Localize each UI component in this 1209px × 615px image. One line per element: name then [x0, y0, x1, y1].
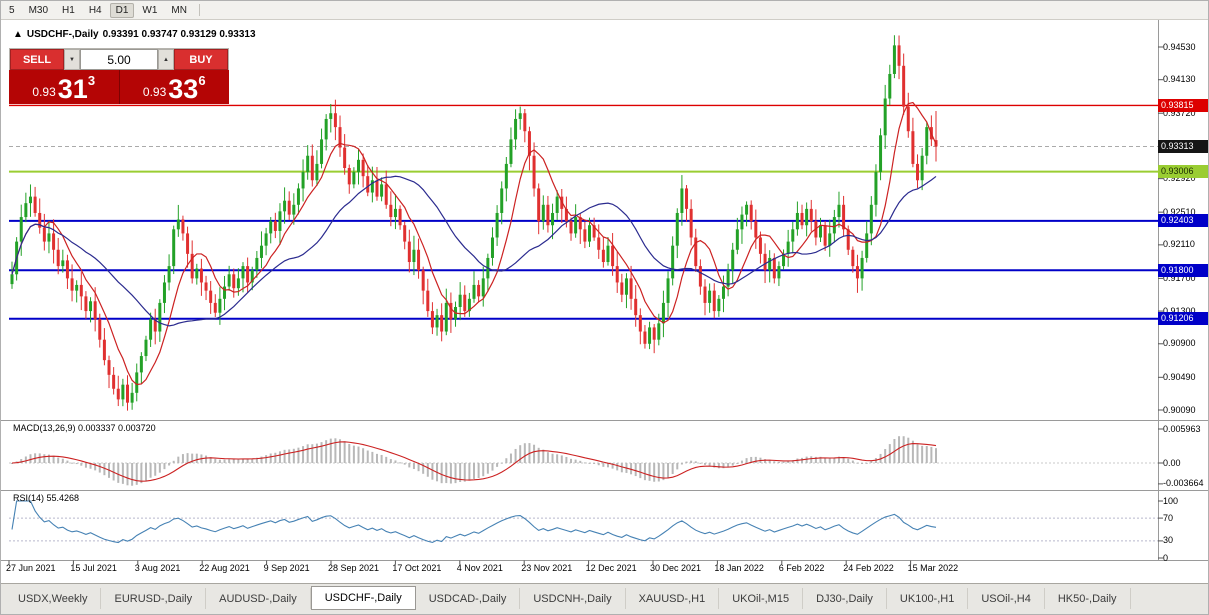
moving-averages-layer	[11, 101, 937, 386]
sell-price-main: 31	[57, 74, 88, 104]
chart-title: ▲ USDCHF-,Daily 0.93391 0.93747 0.93129 0.…	[13, 29, 260, 40]
timeframe-button-h1[interactable]: H1	[62, 4, 75, 16]
chart-symbol-label: USDCHF-,Daily	[26, 29, 99, 40]
volume-decrease-button[interactable]: ▼	[64, 49, 80, 70]
macd-axis-label: 0.00	[1163, 457, 1181, 468]
price-axis-label: 0.91700	[1163, 272, 1196, 283]
toolbar-separator	[198, 4, 200, 16]
sell-button[interactable]: SELL	[10, 49, 64, 70]
timeframe-button-d1[interactable]: D1	[109, 2, 135, 18]
tab-ukoil-m15[interactable]: UKOil-,M15	[719, 588, 804, 609]
timeframe-button-mn[interactable]: MN	[171, 4, 187, 16]
buy-button[interactable]: BUY	[174, 49, 228, 70]
buy-price-prefix: 0.93	[142, 85, 167, 99]
date-axis-label: 6 Feb 2022	[778, 563, 825, 573]
price-axis-label: 0.92110	[1163, 239, 1195, 250]
date-axis-label: 17 Oct 2021	[392, 563, 442, 573]
rsi-axis-label: 30	[1163, 535, 1174, 546]
rsi-indicator-label: RSI(14) 55.4268	[13, 493, 80, 503]
price-axis-badge-blue: 0.91206	[1158, 312, 1208, 326]
support-resistance-lines	[9, 104, 1158, 320]
timeframe-button-h4[interactable]: H4	[88, 4, 102, 16]
price-axis-label: 0.94530	[1163, 41, 1196, 52]
chart-ohlc-values: 0.93391 0.93747 0.93129 0.93313	[102, 29, 256, 40]
price-axis-label: 0.90900	[1163, 338, 1196, 349]
tab-usdcnh-daily[interactable]: USDCNH-,Daily	[520, 588, 626, 609]
chart-collapse-icon[interactable]: ▲	[13, 29, 23, 40]
rsi-axis-label: 0	[1163, 552, 1169, 563]
date-axis-label: 18 Jan 2022	[714, 563, 764, 573]
buy-price-main: 33	[168, 74, 199, 104]
date-axis-label: 22 Aug 2021	[199, 563, 250, 573]
rsi-axis-label: 70	[1163, 512, 1174, 523]
price-axis-badge-green: 0.93006	[1158, 165, 1208, 179]
price-axis-label: 0.90490	[1163, 371, 1196, 382]
tab-uk100-h1[interactable]: UK100-,H1	[887, 588, 969, 609]
tab-usdchf-daily[interactable]: USDCHF-,Daily	[310, 586, 416, 610]
timeframe-button-m30[interactable]: M30	[28, 4, 49, 16]
tab-xauusd-h1[interactable]: XAUUSD-,H1	[626, 588, 720, 609]
symbol-tab-bar: USDX,Weekly EURUSD-,Daily AUDUSD-,Daily USD…	[1, 583, 1208, 614]
buy-price-display[interactable]: 0.93 33 6	[119, 70, 229, 104]
one-click-trading-panel: SELL ▼ ▲ BUY 0.93 31 3 0.93 33 6	[9, 48, 229, 104]
date-axis-label: 15 Jul 2021	[70, 563, 117, 573]
tab-hk50-daily[interactable]: HK50-,Daily	[1045, 588, 1131, 609]
price-axis-label: 0.93720	[1163, 107, 1196, 118]
macd-axis-label: -0.003664	[1163, 478, 1204, 489]
rsi-layer	[9, 500, 1158, 544]
macd-axis-label: 0.005963	[1163, 423, 1201, 434]
tab-usoil-h4[interactable]: USOil-,H4	[968, 588, 1045, 609]
rsi-axis-label: 100	[1163, 495, 1179, 506]
chevron-down-icon: ▼	[69, 56, 75, 63]
timeframe-button-5[interactable]: 5	[9, 4, 15, 16]
tab-usdcad-daily[interactable]: USDCAD-,Daily	[416, 588, 521, 609]
tab-eurusd-daily[interactable]: EURUSD-,Daily	[101, 588, 207, 609]
price-axis-label: 0.94130	[1163, 74, 1196, 85]
timeframe-bar: 5 M30 H1 H4 D1 W1 MN	[1, 1, 1208, 20]
price-axis-badge-blue: 0.91800	[1158, 263, 1208, 277]
date-axis-label: 3 Aug 2021	[134, 563, 181, 573]
price-axis-label: 0.92510	[1163, 206, 1196, 217]
volume-input[interactable]	[80, 49, 158, 70]
axis-ticks	[8, 46, 1163, 565]
price-axis-label: 0.92920	[1163, 173, 1196, 184]
timeframe-button-w1[interactable]: W1	[142, 4, 158, 16]
price-axis-label: 0.90090	[1163, 404, 1196, 415]
date-axis-label: 27 Jun 2021	[6, 563, 56, 573]
sell-price-prefix: 0.93	[32, 85, 56, 99]
date-axis-label: 4 Nov 2021	[456, 563, 503, 573]
chevron-up-icon: ▲	[163, 56, 169, 63]
date-axis-label: 30 Dec 2021	[650, 563, 702, 573]
price-axis-badge-black: 0.93313	[1158, 140, 1208, 153]
date-axis-label: 9 Sep 2021	[263, 563, 310, 573]
price-axis-badge-blue: 0.92403	[1158, 214, 1208, 228]
tab-dj30-daily[interactable]: DJ30-,Daily	[803, 588, 887, 609]
macd-layer	[9, 436, 1158, 486]
date-axis-label: 23 Nov 2021	[521, 563, 573, 573]
date-axis-label: 12 Dec 2021	[585, 563, 637, 573]
macd-indicator-label: MACD(13,26,9) 0.003337 0.003720	[13, 423, 156, 433]
buy-price-pip: 6	[198, 73, 206, 88]
date-axis-label: 28 Sep 2021	[328, 563, 380, 573]
tab-audusd-daily[interactable]: AUDUSD-,Daily	[206, 588, 311, 609]
volume-increase-button[interactable]: ▲	[158, 49, 174, 70]
date-axis-label: 15 Mar 2022	[907, 563, 959, 573]
candles-layer	[10, 35, 938, 411]
sell-price-pip: 3	[87, 73, 96, 88]
tab-usdx-weekly[interactable]: USDX,Weekly	[5, 588, 102, 609]
price-axis-badge-red: 0.93815	[1158, 98, 1208, 112]
date-axis-label: 24 Feb 2022	[843, 563, 894, 573]
price-axis-label: 0.91300	[1163, 305, 1196, 316]
sell-price-display[interactable]: 0.93 31 3	[9, 70, 120, 104]
